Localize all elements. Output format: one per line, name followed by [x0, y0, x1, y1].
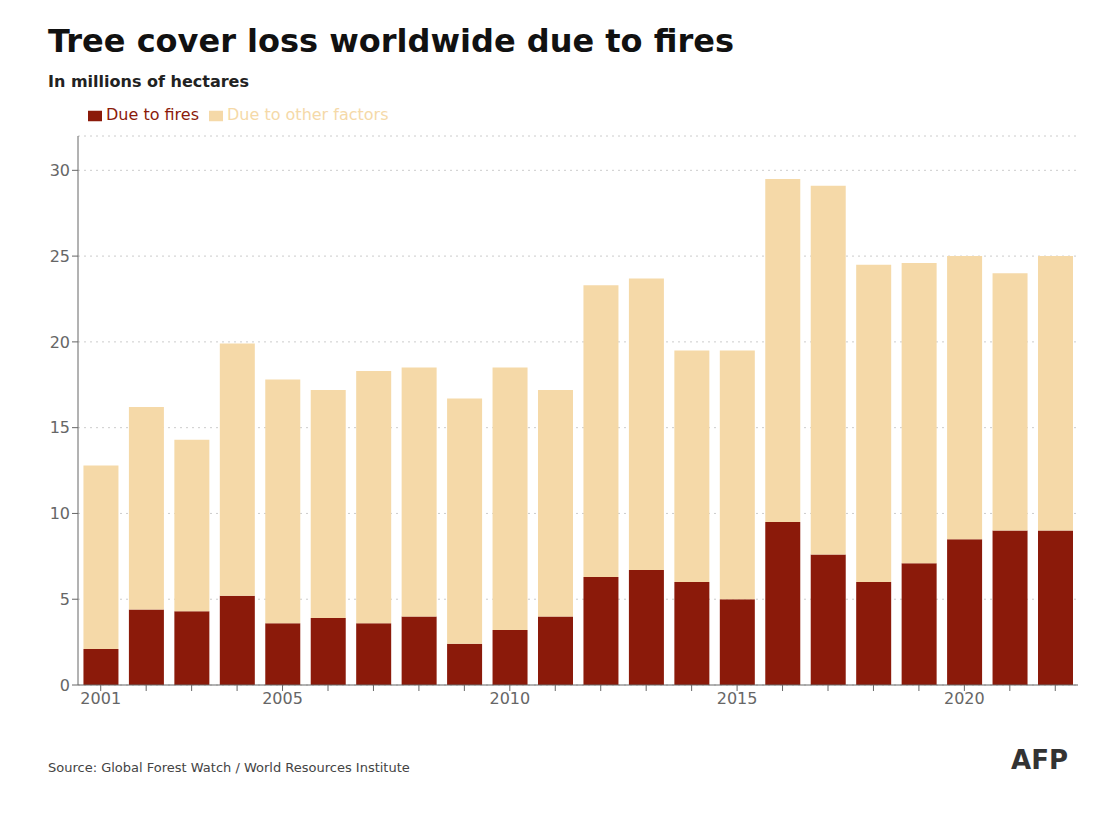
svg-text:2020: 2020	[944, 689, 985, 708]
html-text:Due to fires: Due to fires	[106, 105, 199, 124]
svg-text:25: 25	[50, 247, 70, 266]
svg-text:2005: 2005	[262, 689, 303, 708]
svg-text:20: 20	[50, 333, 70, 352]
svg-text:2015: 2015	[717, 689, 758, 708]
html-text:AFP: AFP	[1011, 745, 1068, 775]
svg-text:30: 30	[50, 161, 70, 180]
svg-text:0: 0	[60, 676, 70, 695]
svg-text:5: 5	[60, 590, 70, 609]
svg-text:2010: 2010	[489, 689, 530, 708]
html-text:Tree cover loss worldwide due: Tree cover loss worldwide due to fires	[48, 22, 734, 60]
svg-text:15: 15	[50, 418, 70, 437]
html-text:Due to other factors: Due to other factors	[227, 105, 389, 124]
svg-text:10: 10	[50, 504, 70, 523]
html-text:Source: Global Forest Watch /: Source: Global Forest Watch / World Reso…	[48, 760, 410, 775]
html-text:In millions of hectares: In millions of hectares	[48, 72, 249, 91]
svg-text:2001: 2001	[80, 689, 121, 708]
